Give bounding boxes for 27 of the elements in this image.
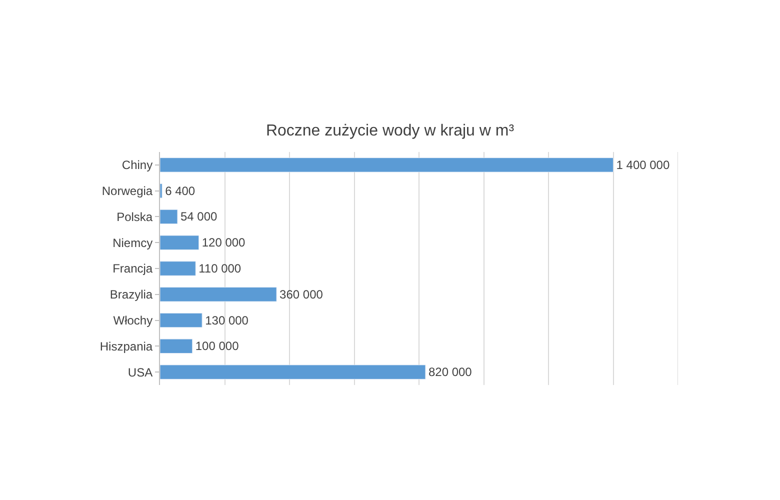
bar xyxy=(160,338,193,354)
data-label: 54 000 xyxy=(180,210,218,224)
bar xyxy=(160,158,614,172)
y-tick-label: Francja xyxy=(112,262,153,276)
bar xyxy=(160,261,196,276)
y-tick-label: Chiny xyxy=(122,158,153,172)
data-label: 110 000 xyxy=(198,262,242,276)
y-tick-label: Włochy xyxy=(113,313,153,328)
y-tick-label: Brazylia xyxy=(110,288,153,302)
chart-title: Roczne zużycie wody w kraju w m³ xyxy=(266,122,515,140)
y-tick-label: Norwegia xyxy=(102,184,153,198)
data-label: 1 400 000 xyxy=(616,158,670,172)
y-tick-label: USA xyxy=(128,365,153,380)
y-tick-label: Niemcy xyxy=(112,236,153,250)
data-label: 6 400 xyxy=(165,184,196,198)
data-label: 360 000 xyxy=(280,287,324,302)
data-label: 130 000 xyxy=(205,313,249,328)
bar xyxy=(160,209,178,224)
bar xyxy=(160,364,426,380)
data-label: 820 000 xyxy=(428,365,472,380)
y-tick-label: Polska xyxy=(116,210,153,224)
y-tick-label: Hiszpania xyxy=(100,339,153,354)
bar xyxy=(160,235,200,250)
data-label: 100 000 xyxy=(195,339,240,354)
data-label: 120 000 xyxy=(202,236,246,250)
bar xyxy=(160,312,202,328)
bar xyxy=(160,287,277,302)
